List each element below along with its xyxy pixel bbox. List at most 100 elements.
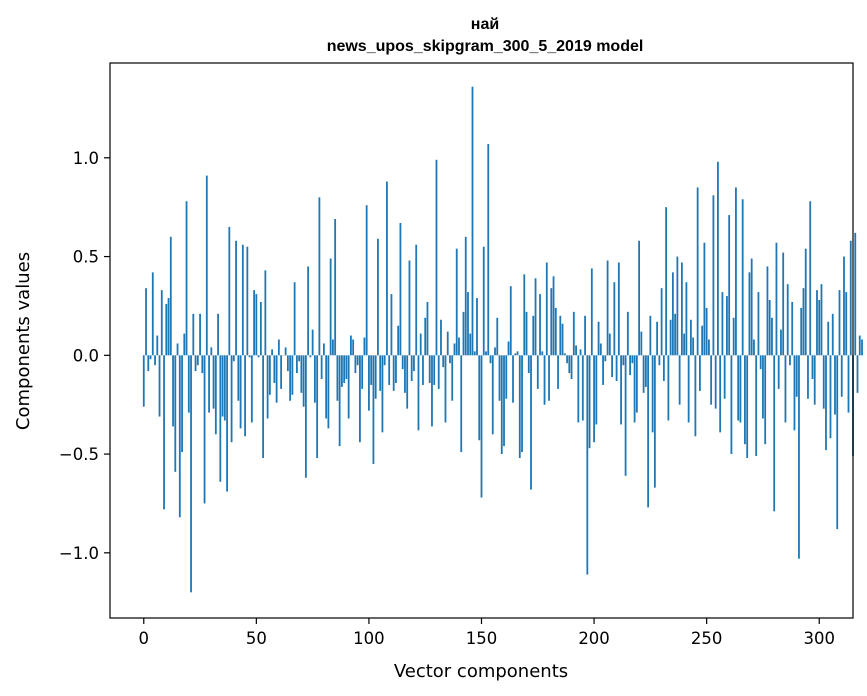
bar (151, 272, 154, 356)
bar (703, 242, 706, 356)
bar (552, 276, 555, 356)
bar (419, 333, 422, 356)
bar (541, 351, 544, 356)
bar (669, 319, 672, 356)
bar (534, 278, 537, 356)
bar (232, 355, 235, 362)
bar (671, 272, 674, 356)
bar (620, 355, 622, 425)
bar (142, 355, 145, 407)
bar (487, 143, 490, 356)
bar (739, 355, 742, 423)
bar (604, 355, 607, 362)
bar (723, 355, 726, 399)
y-axis-label: Components values (13, 252, 34, 430)
y-tick-label: 1.0 (73, 149, 99, 168)
bar (843, 256, 845, 356)
bar (154, 355, 156, 366)
bar (836, 355, 839, 530)
bar (642, 355, 645, 393)
bar (523, 274, 526, 356)
bar (500, 355, 503, 455)
bar (514, 353, 517, 356)
bar (638, 240, 641, 356)
bar (464, 236, 467, 356)
bar (257, 355, 260, 358)
bar (424, 317, 427, 356)
bar (386, 181, 388, 356)
bar (771, 317, 773, 356)
bar (613, 282, 616, 356)
bar (363, 337, 366, 356)
bar (696, 187, 699, 356)
bar (169, 236, 172, 356)
bar (174, 355, 177, 472)
bar (804, 248, 807, 356)
bar (372, 355, 375, 464)
bar (825, 355, 827, 451)
x-tick-label: 200 (578, 629, 610, 648)
bar (687, 355, 690, 423)
bar (435, 159, 438, 356)
bar (210, 347, 213, 356)
bar (446, 331, 449, 356)
bar (455, 248, 458, 356)
bar (228, 226, 231, 356)
bar (730, 355, 733, 455)
bar (413, 355, 415, 372)
y-tick-label: 0.0 (73, 346, 99, 365)
bar (316, 355, 319, 459)
bar (746, 355, 749, 459)
bar (737, 355, 740, 421)
bar (329, 258, 332, 356)
bar (563, 353, 566, 356)
bar (854, 232, 857, 356)
bar (338, 355, 341, 447)
bar (275, 355, 278, 403)
bar (606, 260, 609, 356)
bar (183, 333, 186, 356)
bar (568, 355, 571, 374)
bar (350, 335, 352, 356)
bar (392, 355, 395, 391)
bar (334, 219, 337, 356)
bar (764, 355, 767, 445)
bar (566, 355, 568, 364)
bar (800, 307, 803, 356)
bar (532, 315, 535, 356)
bar (635, 355, 638, 413)
bar (660, 288, 663, 356)
bar (404, 355, 406, 393)
y-tick-label: −1.0 (59, 544, 99, 563)
bar (268, 355, 271, 395)
bar (428, 355, 431, 383)
bar (509, 286, 512, 356)
bar (662, 355, 665, 381)
bar (611, 355, 613, 378)
bar (759, 355, 762, 370)
bar (460, 355, 463, 453)
bar (426, 301, 429, 356)
bar (793, 355, 796, 431)
x-axis-label: Vector components (394, 661, 568, 682)
bar (196, 355, 199, 366)
bar (401, 355, 404, 370)
bar (291, 355, 294, 395)
bar (802, 288, 805, 356)
bar (701, 325, 704, 356)
bar (248, 355, 251, 358)
bar (818, 300, 821, 356)
bar (259, 301, 262, 356)
bar (755, 355, 758, 457)
bar (750, 258, 753, 356)
bar (572, 311, 575, 356)
bar (678, 355, 681, 405)
bar (753, 339, 755, 356)
chart-subtitle: news_upos_skipgram_300_5_2019 model (327, 38, 644, 55)
bar (253, 290, 255, 356)
bar (476, 298, 478, 356)
bar (615, 355, 618, 381)
bar (379, 355, 382, 391)
